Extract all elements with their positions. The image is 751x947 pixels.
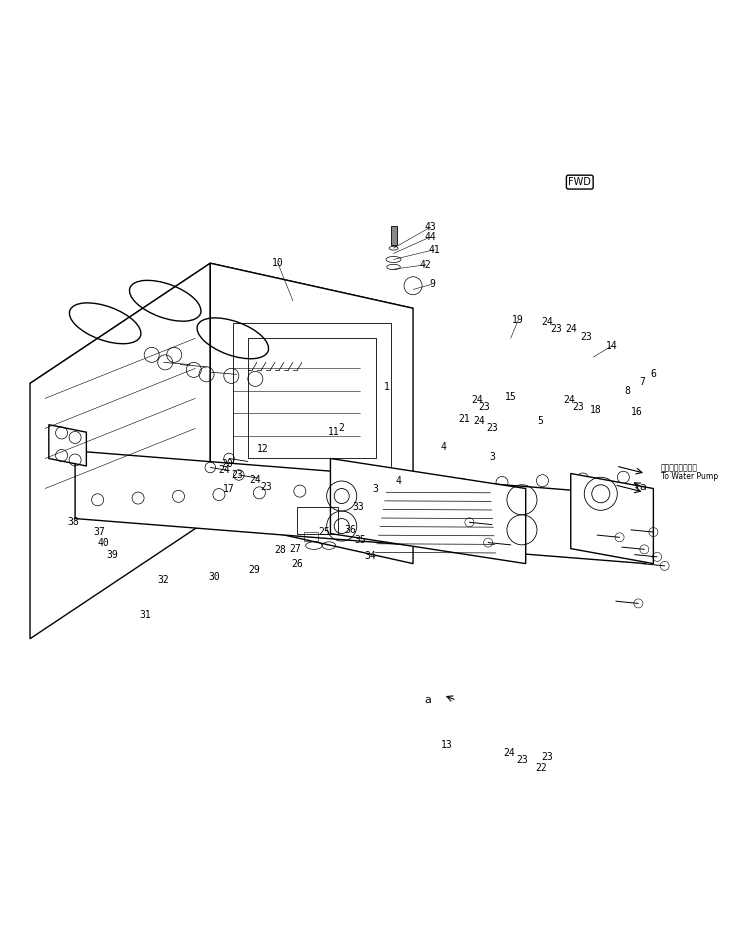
Text: 38: 38	[68, 517, 80, 527]
Text: 8: 8	[624, 385, 630, 396]
Text: 24: 24	[249, 474, 261, 485]
Text: a: a	[424, 695, 431, 706]
Text: 33: 33	[352, 502, 364, 512]
Text: 4: 4	[395, 476, 401, 486]
Text: FWD: FWD	[569, 177, 591, 188]
Text: 5: 5	[538, 416, 544, 426]
Text: 4: 4	[440, 442, 446, 453]
Polygon shape	[30, 263, 413, 428]
Text: 21: 21	[458, 415, 470, 424]
Text: 24: 24	[541, 317, 553, 327]
Text: 24: 24	[473, 416, 485, 426]
Text: 16: 16	[631, 407, 643, 417]
Polygon shape	[210, 263, 413, 563]
Text: 29: 29	[248, 564, 260, 575]
Text: 2: 2	[339, 423, 345, 434]
Text: 35: 35	[354, 535, 366, 545]
Text: 9: 9	[429, 279, 435, 289]
Text: 39: 39	[107, 549, 119, 560]
Polygon shape	[330, 458, 526, 563]
Text: 40: 40	[98, 538, 110, 547]
Text: 23: 23	[580, 331, 592, 342]
Text: 19: 19	[512, 315, 524, 326]
Text: 20: 20	[222, 459, 234, 470]
Bar	[304, 532, 318, 541]
Text: 18: 18	[590, 404, 602, 415]
Text: 28: 28	[274, 545, 286, 555]
Text: 26: 26	[291, 559, 303, 568]
Text: 14: 14	[606, 341, 618, 350]
Text: 43: 43	[424, 223, 436, 232]
Text: 23: 23	[486, 423, 498, 434]
Text: 37: 37	[93, 527, 105, 537]
Text: 12: 12	[257, 444, 269, 455]
Polygon shape	[30, 263, 210, 638]
Text: 13: 13	[441, 741, 453, 750]
Text: 23: 23	[516, 756, 528, 765]
Text: 41: 41	[428, 244, 440, 255]
Text: 23: 23	[572, 402, 584, 412]
Text: 7: 7	[639, 377, 645, 387]
Text: 36: 36	[345, 525, 357, 535]
Bar	[391, 226, 397, 245]
Text: 30: 30	[208, 572, 220, 582]
Text: 34: 34	[364, 551, 376, 562]
Text: 24: 24	[218, 465, 230, 474]
Text: 27: 27	[289, 544, 301, 554]
Text: 15: 15	[505, 392, 517, 402]
Polygon shape	[571, 474, 653, 563]
Text: 23: 23	[550, 324, 562, 334]
Text: 1: 1	[384, 383, 390, 392]
Text: 24: 24	[563, 395, 575, 405]
Text: 17: 17	[223, 484, 235, 493]
Text: 23: 23	[478, 402, 490, 412]
Text: 6: 6	[650, 369, 656, 380]
Text: 42: 42	[420, 259, 432, 270]
Text: 32: 32	[158, 575, 170, 585]
Bar	[297, 508, 338, 533]
Text: 11: 11	[328, 427, 340, 438]
Text: To Water Pump: To Water Pump	[661, 472, 718, 481]
Text: 31: 31	[139, 610, 151, 619]
Text: 44: 44	[424, 232, 436, 241]
Bar	[248, 338, 376, 458]
Text: a: a	[640, 482, 647, 492]
Text: 24: 24	[503, 748, 515, 758]
Text: 3: 3	[489, 452, 495, 462]
Text: 25: 25	[318, 527, 330, 537]
Polygon shape	[75, 451, 646, 563]
Text: 3: 3	[372, 484, 379, 493]
Text: 24: 24	[471, 395, 483, 405]
Text: 23: 23	[260, 482, 272, 492]
Text: 10: 10	[272, 259, 284, 268]
Text: 22: 22	[535, 763, 547, 773]
Bar	[233, 323, 391, 474]
Text: 24: 24	[565, 324, 577, 334]
Text: 23: 23	[541, 752, 553, 762]
Text: 23: 23	[231, 470, 243, 480]
Text: ウォータポンプへ: ウォータポンプへ	[661, 463, 698, 472]
Polygon shape	[49, 424, 86, 466]
